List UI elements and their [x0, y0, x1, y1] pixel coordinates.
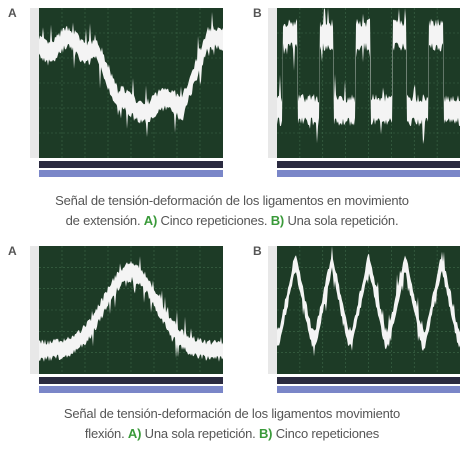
- signal-image: [30, 246, 225, 396]
- page: {"figure_1": {"panels": [{"label": "A"},…: [0, 0, 464, 451]
- signal-image: [268, 8, 462, 180]
- scroll-bar: [277, 170, 460, 177]
- axis-strip: [268, 8, 277, 158]
- scale-bar: [277, 161, 460, 168]
- signal-image: [268, 246, 462, 396]
- caption-label: B): [259, 426, 272, 441]
- caption: Señal de tensión-deformación de los liga…: [0, 404, 464, 444]
- scale-bar: [39, 377, 223, 384]
- panel-label: A: [8, 6, 17, 20]
- axis-strip: [30, 246, 39, 374]
- signal-image: [30, 8, 225, 180]
- caption-text: de extensión.: [66, 213, 141, 228]
- caption-text: Cinco repeticiones.: [161, 213, 268, 228]
- axis-strip: [30, 8, 39, 158]
- caption-text: Señal de tensión-deformación de los liga…: [64, 406, 400, 421]
- scroll-bar: [39, 386, 223, 393]
- scroll-bar: [39, 170, 223, 177]
- caption-text: Una sola repetición.: [287, 213, 398, 228]
- caption-text: Señal de tensión-deformación de los liga…: [55, 193, 409, 208]
- caption: Señal de tensión-deformación de los liga…: [0, 191, 464, 231]
- caption-text: Una sola repetición.: [145, 426, 256, 441]
- panel-label: B: [253, 244, 262, 258]
- caption-text: flexión.: [85, 426, 125, 441]
- caption-text: Cinco repeticiones: [276, 426, 379, 441]
- caption-label: A): [144, 213, 157, 228]
- scale-bar: [277, 377, 460, 384]
- caption-label: A): [128, 426, 141, 441]
- caption-label: B): [271, 213, 284, 228]
- scroll-bar: [277, 386, 460, 393]
- scale-bar: [39, 161, 223, 168]
- panel-label: A: [8, 244, 17, 258]
- panel-label: B: [253, 6, 262, 20]
- axis-strip: [268, 246, 277, 374]
